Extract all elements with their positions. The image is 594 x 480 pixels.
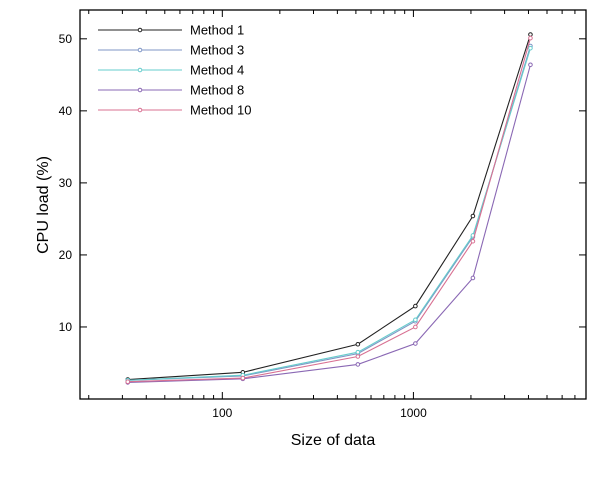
y-axis-title: CPU load (%) [35, 156, 52, 254]
legend-marker [137, 27, 143, 33]
data-point [125, 379, 131, 385]
series-line [127, 37, 531, 383]
data-point [355, 354, 361, 359]
y-tick-label: 30 [59, 176, 73, 190]
data-point [413, 303, 418, 309]
data-point [528, 62, 533, 68]
data-point [355, 341, 361, 347]
x-tick-label: 1000 [400, 406, 427, 420]
legend-marker [137, 87, 143, 93]
data-point [355, 362, 361, 367]
data-point [470, 238, 476, 244]
data-point [413, 317, 418, 323]
x-axis-title: Size of data [291, 432, 376, 449]
y-tick-label: 10 [59, 320, 73, 334]
legend-marker [137, 67, 143, 73]
data-point [470, 275, 476, 281]
data-point [470, 213, 476, 219]
series-line [127, 64, 531, 383]
data-point [240, 375, 246, 381]
legend: Method 1 Method 3 Method 4 Method 8 Method 1… [98, 23, 251, 118]
y-tick-label: 50 [59, 32, 73, 46]
x-axis: 100 1000 [88, 10, 587, 420]
legend-marker [137, 47, 143, 53]
series-layer [125, 32, 533, 385]
data-point [413, 324, 418, 330]
series-line [127, 34, 531, 381]
legend-marker [137, 107, 143, 113]
legend-label: Method 10 [190, 103, 251, 118]
plot-frame [79, 9, 587, 400]
legend-label: Method 1 [190, 23, 244, 38]
data-point [528, 32, 533, 37]
data-point [355, 349, 361, 355]
y-axis: 10 20 30 40 50 [59, 32, 586, 334]
x-tick-label: 100 [212, 406, 232, 420]
series-line [127, 48, 531, 381]
y-tick-label: 40 [59, 104, 73, 118]
data-point [413, 341, 418, 346]
y-tick-label: 20 [59, 248, 73, 262]
data-point [528, 45, 533, 51]
legend-label: Method 4 [190, 63, 244, 78]
series-line [127, 45, 531, 381]
legend-label: Method 8 [190, 83, 244, 98]
data-point [528, 35, 533, 41]
legend-label: Method 3 [190, 43, 244, 58]
